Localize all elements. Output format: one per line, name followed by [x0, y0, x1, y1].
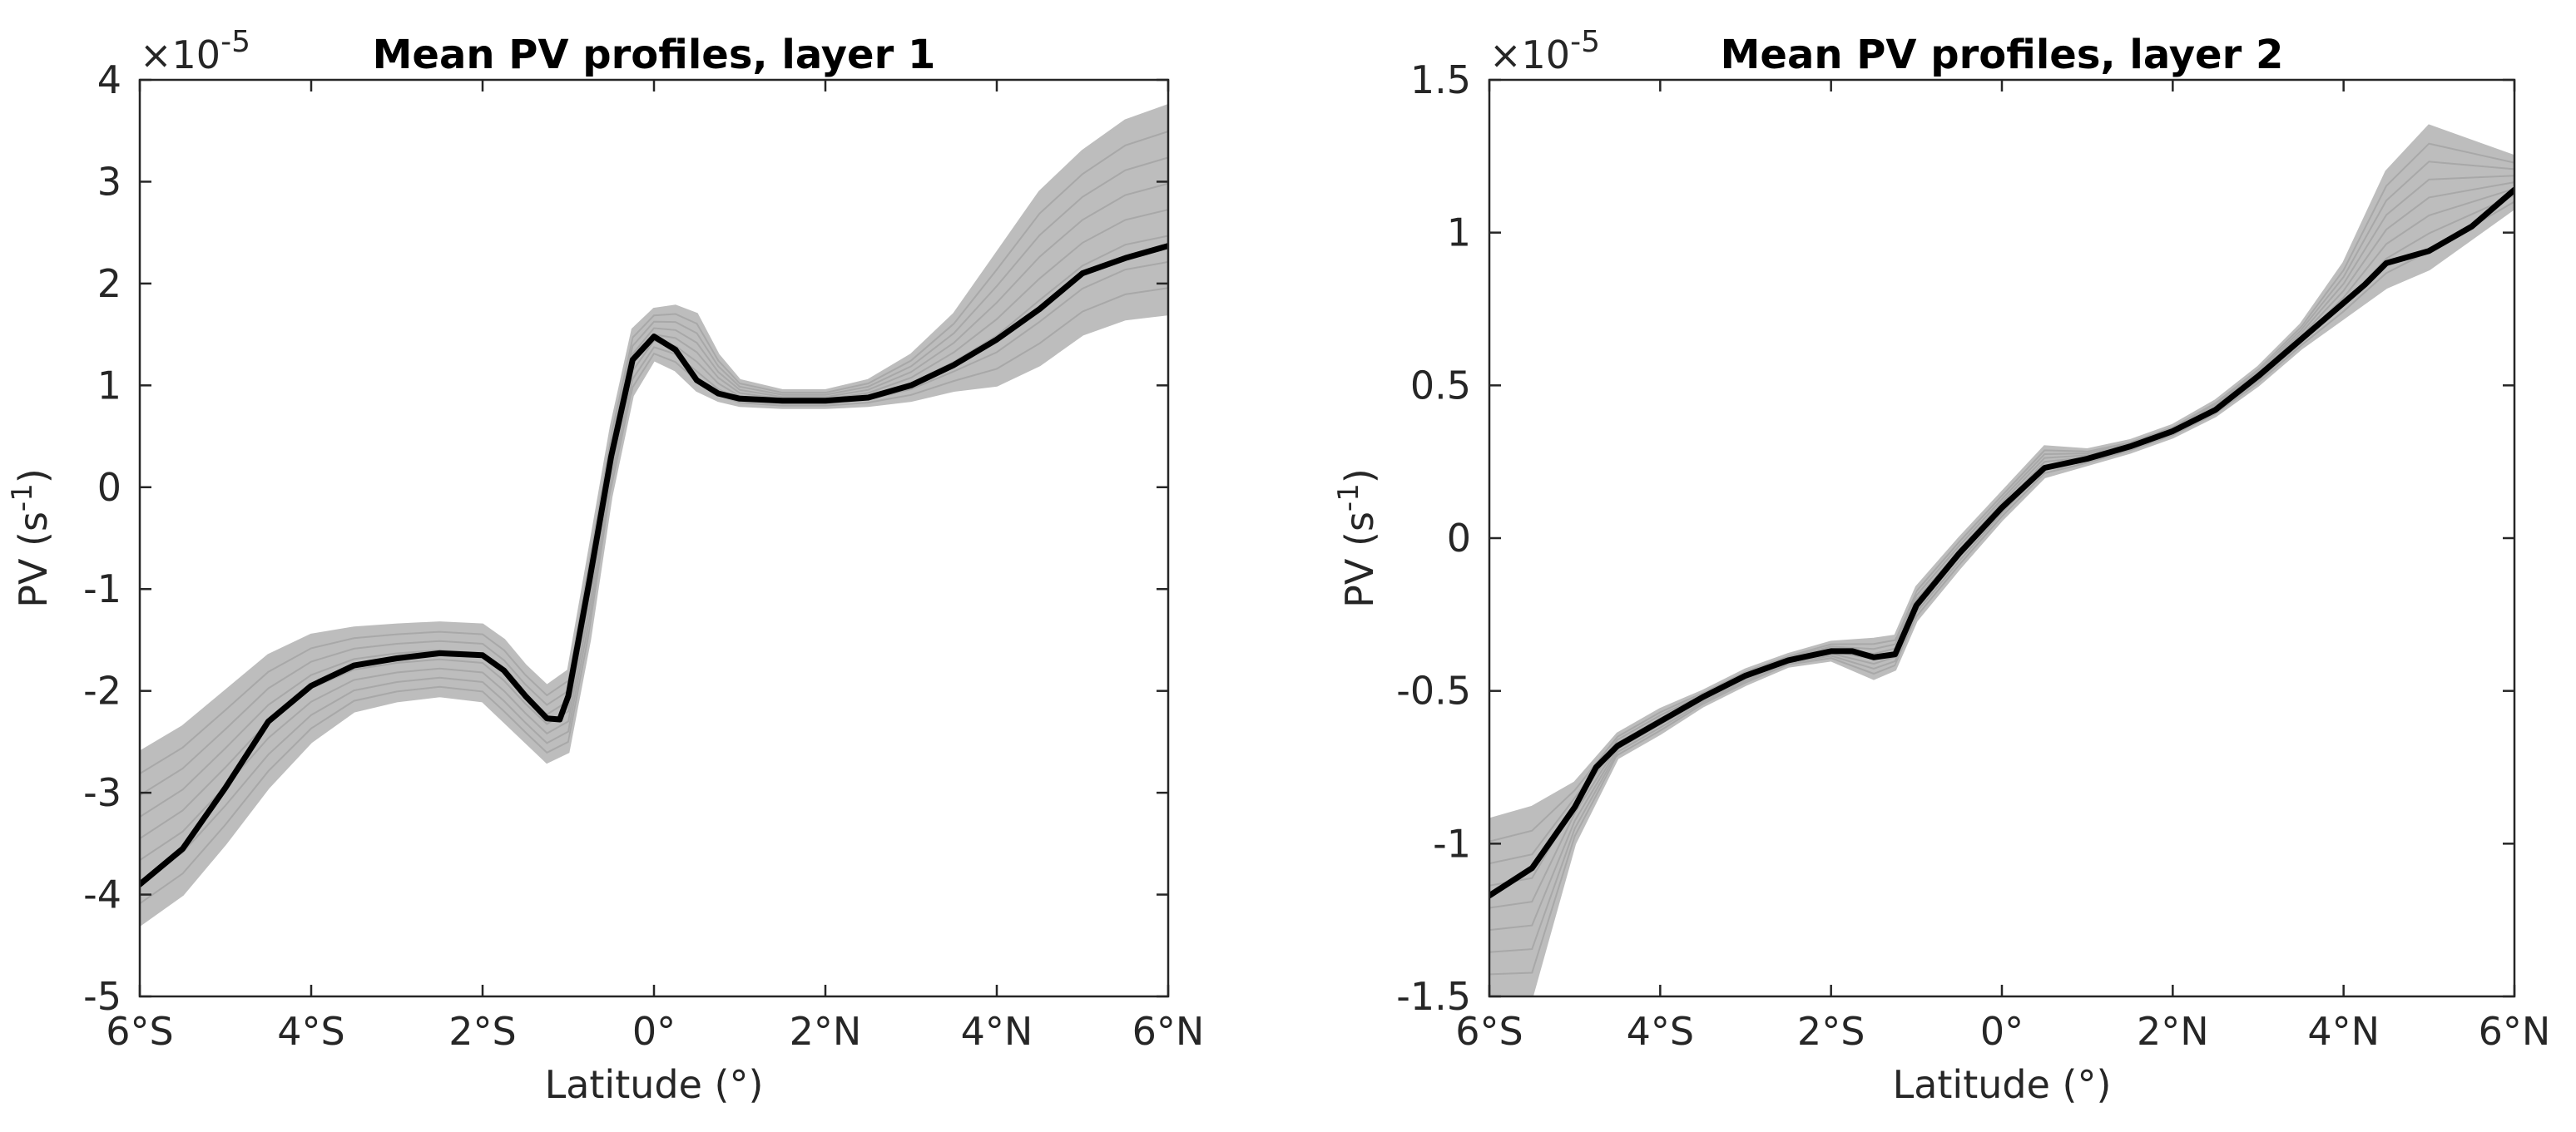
chart-2-xtick-label: 4°N [2307, 1009, 2380, 1054]
chart-2-xtick-label: 6°N [2479, 1009, 2551, 1054]
chart-1-xlabel: Latitude (°) [545, 1062, 764, 1107]
chart-2-xtick-label: 4°S [1627, 1009, 1694, 1054]
chart-2-ensemble-profile [1489, 161, 2514, 865]
chart-1-ytick-label: -3 [83, 770, 121, 815]
chart-1-xtick-label: 2°S [448, 1009, 516, 1054]
chart-2-xtick-label: 2°N [2137, 1009, 2209, 1054]
chart-1-xtick-label: 2°N [790, 1009, 862, 1054]
chart-1-ytick-label: 0 [97, 465, 121, 510]
chart-1-title: Mean PV profiles, layer 1 [373, 32, 936, 78]
chart-1-xtick-label: 0° [632, 1009, 676, 1054]
chart-2-ylabel: PV (s-1) [1332, 468, 1382, 608]
chart-1-xtick-label: 4°N [961, 1009, 1033, 1054]
chart-1-ensemble-profile [140, 156, 1168, 797]
chart-2-ytick-label: 1.5 [1410, 57, 1471, 102]
chart-1-ensemble-profile [140, 131, 1168, 775]
chart-2-xtick-label: 2°S [1797, 1009, 1865, 1054]
chart-2-ytick-label: -1.5 [1396, 974, 1471, 1019]
chart-2-mean-line [1489, 186, 2514, 899]
chart-2-ytick-label: 0.5 [1410, 363, 1471, 408]
chart-2-axes-box [1488, 78, 2516, 998]
chart-1-ytick-label: 3 [97, 159, 121, 204]
chart-2-ytick-label: 0 [1447, 516, 1471, 561]
chart-1-mean-line [140, 243, 1168, 887]
chart-1-ytick-label: 2 [97, 261, 121, 306]
chart-1-axes-box [138, 78, 1170, 998]
chart-1-xtick-label: 6°S [106, 1009, 173, 1054]
chart-2-ytick-label: -0.5 [1396, 669, 1471, 714]
chart-2: 6°S 4°S 2°S 0° 2°N 4°N 6°N -1.5 -1 -0.5 0 0.5 1 1.5 ×1… [1332, 25, 2550, 1107]
chart-2-xtick-label: 0° [1980, 1009, 2024, 1054]
chart-1-ensemble-upper [140, 104, 1168, 754]
chart-1-ensemble-profile [140, 182, 1168, 818]
chart-2-ensemble-profile [1489, 194, 2514, 953]
chart-2-ensemble-profile [1489, 200, 2514, 976]
chart-2-ytick-label: 1 [1447, 210, 1471, 255]
chart-1-ytick-label: 4 [97, 57, 121, 102]
chart-1-ytick-label: -5 [83, 974, 121, 1019]
chart-2-ensemble-profile [1489, 142, 2514, 843]
chart-2-ensemble-upper [1489, 124, 2514, 821]
chart-1-xtick-label: 4°S [277, 1009, 344, 1054]
chart-2-ensemble-lower [1489, 207, 2514, 996]
chart-2-xlabel: Latitude (°) [1893, 1062, 2112, 1107]
chart-1-ytick-label: -1 [83, 566, 121, 611]
chart-1-ensemble-band [140, 105, 1168, 926]
chart-1-exponent-label: ×10-5 [140, 25, 250, 77]
chart-2-ensemble-band [1489, 126, 2514, 996]
chart-1: 6°S 4°S 2°S 0° 2°N 4°N 6°N -5 -4 -3 -2 -1 0 1 2 3 4 ×10-5… [6, 25, 1204, 1107]
chart-2-xtick-label: 6°S [1455, 1009, 1523, 1054]
chart-2-title: Mean PV profiles, layer 2 [1721, 32, 2284, 78]
chart-1-ylabel: PV (s-1) [6, 468, 56, 608]
chart-2-ytick-label: -1 [1433, 821, 1471, 866]
chart-2-exponent-label: ×10-5 [1489, 25, 1600, 77]
chart-1-ensemble-lower [140, 313, 1168, 927]
chart-1-ytick-label: 1 [97, 363, 121, 408]
chart-1-ensemble-profile [140, 287, 1168, 905]
chart-1-ensemble-profile [140, 260, 1168, 883]
chart-1-xtick-label: 6°N [1132, 1009, 1205, 1054]
chart-1-ytick-label: -4 [83, 872, 121, 917]
chart-1-ytick-label: -2 [83, 669, 121, 714]
